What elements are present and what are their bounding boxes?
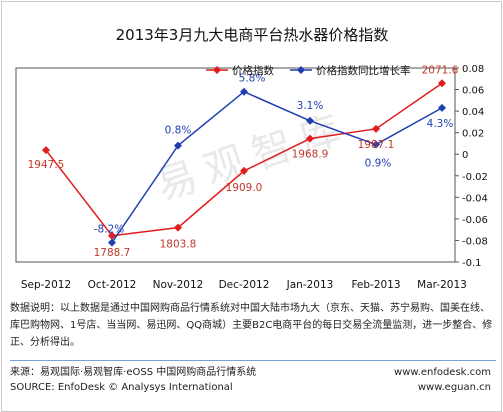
legend-marker-yoy-growth: [297, 66, 305, 74]
price-index-point: [108, 231, 116, 240]
chart-title: 2013年3月九大电商平台热水器价格指数: [116, 26, 389, 44]
yoy-growth-point: [240, 87, 248, 96]
x-tick-label: Sep-2012: [21, 279, 71, 291]
price-index-data-label: 1968.9: [292, 149, 329, 161]
price-index-data-label: 1803.8: [160, 239, 197, 251]
y2-tick-label: 0.08: [462, 64, 484, 75]
x-tick-label: Mar-2013: [417, 279, 467, 291]
price-index-point: [438, 79, 446, 88]
yoy-growth-data-label: 5.8%: [239, 73, 266, 85]
y2-tick-label: -0.1: [462, 258, 482, 269]
yoy-growth-point: [372, 140, 380, 149]
yoy-growth-point: [174, 141, 182, 150]
series-line-yoy-growth: [111, 90, 443, 244]
x-tick-label: Feb-2013: [351, 279, 400, 291]
legend-marker-price-index: [213, 66, 221, 74]
price-index-data-label: 1909.0: [226, 182, 263, 194]
divider-line: [10, 360, 496, 361]
y2-tick-label: 0.04: [462, 107, 484, 118]
price-index-data-label: 1947.5: [28, 159, 65, 171]
x-tick-label: Oct-2012: [88, 279, 137, 291]
price-index-point: [174, 223, 182, 232]
url-block: www.enfodesk.com www.eguan.cn: [394, 365, 491, 395]
y2-tick-label: 0.02: [462, 129, 484, 140]
price-index-data-label: 1987.1: [358, 139, 395, 151]
data-note: 数据说明：以上数据是通过中国网购商品行情系统对中国大陆市场九大（京东、天猫、苏宁…: [10, 303, 493, 348]
price-index-point: [372, 124, 380, 133]
price-index-chart: 2013年3月九大电商平台热水器价格指数 0.08 0.06 0.04 0.02 0 -0.…: [15, 26, 488, 291]
y2-tick-label: -0.02: [462, 172, 488, 183]
source-block: 来源：易观国际·易观智库·eOSS 中国网购商品行情系统 SOURCE: Enf…: [10, 365, 256, 395]
y2-tick-label: 0.06: [462, 86, 484, 97]
price-index-point: [240, 166, 248, 175]
x-tick-label: Nov-2012: [153, 279, 204, 291]
yoy-growth-data-label: 3.1%: [297, 100, 324, 112]
yoy-growth-point: [108, 238, 116, 247]
yoy-growth-data-label: 4.3%: [427, 118, 454, 130]
legend-label-yoy-growth: 价格指数同比增长率: [316, 64, 411, 77]
url-enfodesk: www.enfodesk.com: [394, 367, 491, 378]
price-index-data-label: 2071.6: [422, 64, 459, 76]
y2-tick-label: -0.08: [462, 236, 488, 247]
plot-border: [15, 67, 456, 263]
price-index-data-label: 1788.7: [94, 247, 131, 259]
x-tick-label: Jan-2013: [286, 279, 334, 291]
url-eguan: www.eguan.cn: [417, 382, 491, 393]
yoy-growth-data-label: -8.2%: [94, 224, 124, 236]
x-tick-label: Dec-2012: [219, 279, 270, 291]
price-index-point: [306, 134, 314, 143]
source-cn: 来源：易观国际·易观智库·eOSS 中国网购商品行情系统: [10, 367, 257, 378]
legend-label-price-index: 价格指数: [232, 64, 274, 77]
yoy-growth-data-label: 0.9%: [365, 158, 392, 170]
y2-tick-label: -0.04: [462, 193, 488, 204]
source-en: SOURCE: EnfoDesk © Analysys Internationa…: [10, 382, 233, 393]
price-index-point: [42, 146, 50, 155]
y2-tick-label: 0: [462, 150, 468, 161]
y2-tick-label: -0.06: [462, 215, 488, 226]
yoy-growth-point: [306, 116, 314, 125]
yoy-growth-data-label: 0.8%: [165, 125, 192, 137]
yoy-growth-point: [438, 103, 446, 112]
